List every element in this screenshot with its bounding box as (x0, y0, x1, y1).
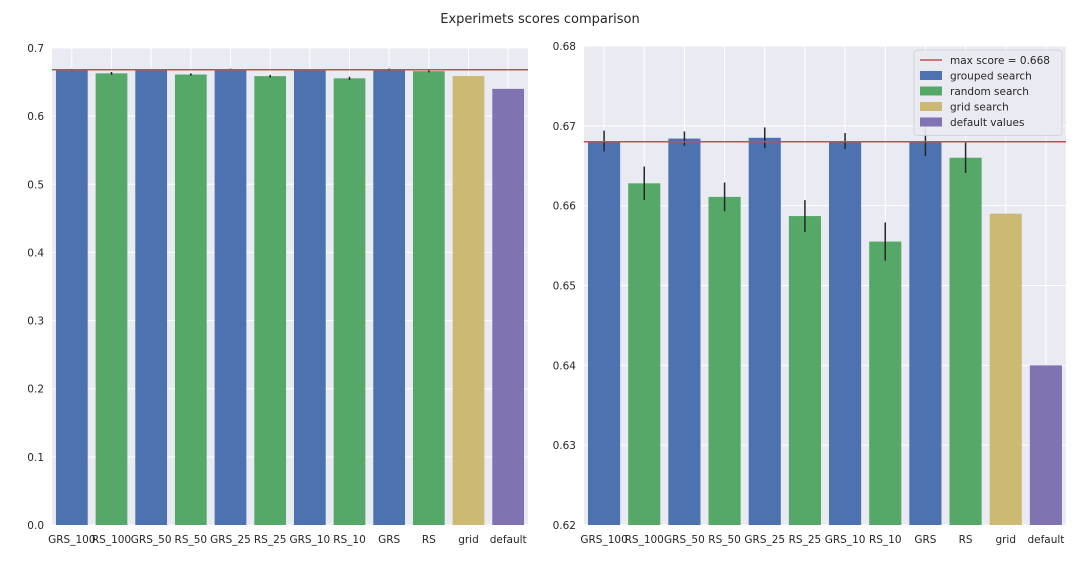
x-tick-label: GRS_50 (664, 534, 705, 546)
legend-label: max score = 0.668 (950, 55, 1050, 67)
x-tick-label: GRS_10 (825, 534, 866, 546)
x-tick-label: GRS_25 (744, 534, 785, 546)
plot-area (52, 48, 528, 525)
y-tick-label: 0.7 (27, 43, 44, 55)
y-tick-label: 0.2 (27, 384, 44, 396)
x-tick-label: GRS_25 (210, 534, 251, 546)
x-tick-label: default (1027, 534, 1064, 546)
legend-swatch (920, 86, 942, 96)
legend-swatch (920, 71, 942, 80)
bar-grid (452, 75, 485, 525)
y-tick-label: 0.66 (553, 201, 577, 213)
right-bar-chart: 0.620.630.640.650.660.670.68GRS_100RS_10… (553, 41, 1066, 546)
bar-GRS_50 (668, 138, 701, 525)
bar-RS_100 (95, 73, 128, 525)
legend-swatch (920, 102, 942, 111)
legend-swatch (920, 117, 942, 127)
x-tick-label: RS_100 (92, 534, 131, 546)
bar-grid (989, 213, 1022, 525)
x-tick-label: GRS_10 (289, 534, 330, 546)
bar-RS_25 (788, 216, 821, 526)
y-tick-label: 0.3 (27, 316, 44, 328)
bar-RS_50 (174, 74, 207, 525)
x-tick-label: RS_25 (254, 534, 287, 546)
bar-GRS_10 (829, 141, 862, 526)
bar-default (1029, 365, 1062, 525)
bar-RS_10 (333, 78, 366, 525)
bar-RS_25 (254, 76, 287, 525)
figure-title: Experimets scores comparison (440, 12, 640, 27)
x-tick-label: grid (458, 534, 479, 546)
x-tick-label: GRS (378, 534, 400, 546)
bar-RS (949, 157, 982, 525)
legend-label: default values (950, 117, 1024, 129)
x-tick-label: RS_50 (175, 534, 208, 546)
x-tick-label: RS_10 (333, 534, 366, 546)
y-tick-label: 0.63 (553, 440, 576, 452)
legend-label: grouped search (950, 71, 1032, 83)
bar-GRS_25 (214, 69, 247, 525)
x-tick-label: RS_100 (625, 534, 664, 546)
bar-GRS_100 (55, 69, 88, 525)
y-tick-label: 0.68 (553, 41, 576, 53)
legend-label: grid search (950, 102, 1009, 114)
bar-RS_50 (708, 196, 741, 525)
x-tick-label: default (490, 534, 527, 546)
bar-RS_10 (869, 241, 902, 525)
x-tick-label: RS_50 (708, 534, 741, 546)
y-tick-label: 0.5 (27, 179, 44, 191)
bar-GRS (373, 69, 406, 525)
y-tick-label: 0.67 (553, 121, 576, 133)
bar-GRS_10 (293, 69, 326, 525)
y-tick-label: 0.1 (27, 452, 44, 464)
x-tick-label: RS_10 (869, 534, 902, 546)
y-tick-label: 0.64 (553, 360, 577, 372)
x-tick-label: GRS_50 (131, 534, 172, 546)
legend-box (913, 49, 1063, 136)
legend: max score = 0.668 grouped search random se… (913, 49, 1063, 136)
x-tick-label: GRS (914, 534, 936, 546)
bar-RS (412, 71, 445, 525)
y-tick-label: 0.62 (553, 520, 576, 532)
bar-GRS (909, 141, 942, 526)
x-tick-label: GRS_100 (580, 534, 627, 546)
bar-default (492, 88, 525, 525)
bar-GRS_50 (135, 69, 168, 525)
y-tick-label: 0.6 (27, 111, 44, 123)
x-tick-label: RS (422, 534, 436, 546)
x-tick-label: RS_25 (789, 534, 822, 546)
legend-label: random search (950, 86, 1029, 98)
bar-GRS_25 (748, 137, 781, 525)
x-tick-label: GRS_100 (48, 534, 95, 546)
y-tick-label: 0.0 (27, 520, 44, 532)
bar-RS_100 (628, 183, 661, 525)
y-tick-label: 0.4 (27, 247, 44, 259)
x-tick-label: grid (995, 534, 1016, 546)
bar-GRS_100 (588, 141, 621, 526)
y-tick-label: 0.65 (553, 281, 576, 293)
x-tick-label: RS (959, 534, 973, 546)
